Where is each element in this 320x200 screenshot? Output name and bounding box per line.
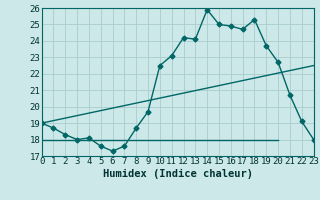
X-axis label: Humidex (Indice chaleur): Humidex (Indice chaleur) bbox=[103, 169, 252, 179]
